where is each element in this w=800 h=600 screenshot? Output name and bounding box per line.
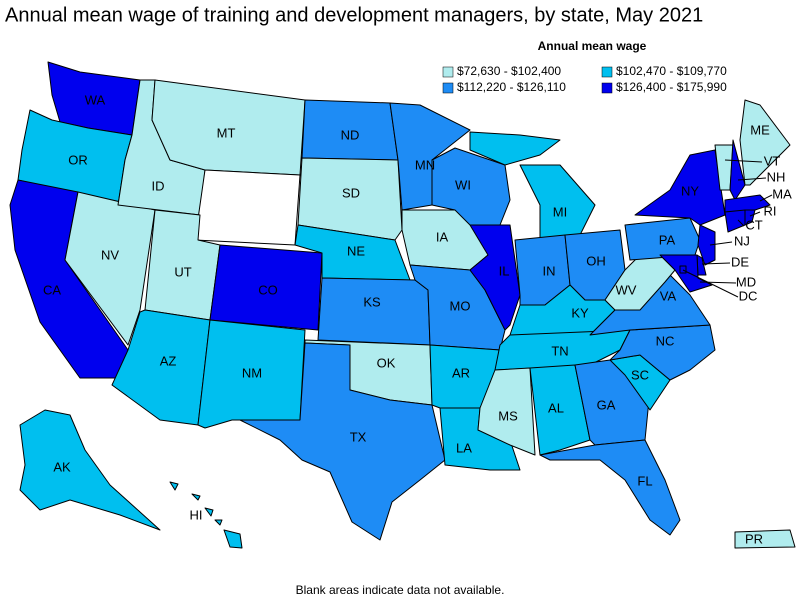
state <box>194 169 301 246</box>
state-label: HI <box>190 507 203 522</box>
leader-line <box>701 262 731 265</box>
state-label: MO <box>450 298 471 313</box>
leader-line <box>759 194 773 202</box>
state-label: AK <box>53 459 71 474</box>
state-label: LA <box>456 440 472 455</box>
state-label: NJ <box>734 233 750 248</box>
leader-line <box>724 159 763 163</box>
state-label: DE <box>731 254 749 269</box>
leader-line <box>737 219 745 227</box>
state-label: IL <box>499 263 510 278</box>
state-label: CT <box>745 217 762 232</box>
state-label: FL <box>637 473 652 488</box>
state-label: OK <box>377 355 396 370</box>
state-label: PR <box>745 531 763 546</box>
state <box>297 157 403 241</box>
state <box>724 194 771 213</box>
state-label: MN <box>415 157 435 172</box>
state-label: AR <box>452 365 470 380</box>
state-label: DC <box>739 288 758 303</box>
leader-line <box>682 269 739 298</box>
states <box>9 61 796 549</box>
state-label: NE <box>347 243 365 258</box>
state <box>19 409 161 531</box>
leader-line <box>749 211 761 217</box>
legend-swatch <box>442 66 454 78</box>
state <box>739 99 791 186</box>
state-label: NV <box>101 247 119 262</box>
state <box>169 481 243 549</box>
state-label: NY <box>681 183 699 198</box>
state <box>469 224 521 331</box>
state-label: UT <box>174 264 191 279</box>
state <box>529 364 591 456</box>
state <box>239 342 446 541</box>
state-label: OH <box>586 253 606 268</box>
state-label: IN <box>543 263 556 278</box>
state-label: VA <box>660 288 677 303</box>
state-label: MT <box>217 125 236 140</box>
state-label: WI <box>455 177 471 192</box>
leader-line <box>737 177 767 181</box>
state-label: KY <box>571 305 589 320</box>
state-label: AL <box>548 400 564 415</box>
state-label: TX <box>350 429 367 444</box>
state <box>734 529 796 549</box>
state <box>624 217 701 261</box>
legend-swatch <box>601 66 613 78</box>
state-label: WV <box>616 282 637 297</box>
state <box>679 265 687 274</box>
state-label: MD <box>736 274 756 289</box>
state-label: WA <box>85 92 106 107</box>
legend-label: $102,470 - $109,770 <box>616 64 727 78</box>
legend-swatch <box>442 82 454 94</box>
state-label: GA <box>597 397 616 412</box>
state-label: NM <box>242 365 262 380</box>
state <box>697 224 716 266</box>
state-label: ME <box>750 122 770 137</box>
state-label: TN <box>551 343 568 358</box>
state-label: MS <box>498 408 518 423</box>
legend-label: $72,630 - $102,400 <box>457 64 561 78</box>
state-label: SD <box>342 185 360 200</box>
legend-label: $126,400 - $175,990 <box>616 80 727 94</box>
legend-title: Annual mean wage <box>538 39 647 53</box>
state-label: ID <box>152 178 165 193</box>
state <box>724 209 746 233</box>
map-title: Annual mean wage of training and develop… <box>5 4 703 26</box>
state-labels: WA OR CA NV ID MT UT AZ CO NM ND SD NE KS OK TX MN IA MO AR… <box>43 92 792 546</box>
state-label: MA <box>772 186 792 201</box>
leader-line <box>709 241 733 246</box>
footnote: Blank areas indicate data not available. <box>296 583 505 597</box>
leader-line <box>699 281 737 284</box>
state <box>197 319 306 429</box>
state-label: AZ <box>160 353 177 368</box>
state-label: MI <box>553 204 567 219</box>
state-label: ND <box>341 127 360 142</box>
state-label: PA <box>659 232 676 247</box>
state <box>744 209 756 226</box>
legend-swatch <box>601 82 613 94</box>
legend: $72,630 - $102,400 $102,470 - $109,770 $11… <box>442 64 727 94</box>
state <box>209 244 323 331</box>
state-label: KS <box>363 294 381 309</box>
state <box>317 277 431 346</box>
legend-label: $112,220 - $126,110 <box>457 80 566 94</box>
state-label: CO <box>258 282 278 297</box>
state-label: NC <box>656 333 675 348</box>
state-label: IA <box>436 229 449 244</box>
state-label: NH <box>767 169 786 184</box>
state-label: CA <box>43 282 61 297</box>
state-label: VT <box>764 153 781 168</box>
state-label: RI <box>764 203 777 218</box>
state-label: OR <box>68 152 88 167</box>
state-label: SC <box>631 367 649 382</box>
state <box>539 439 681 536</box>
